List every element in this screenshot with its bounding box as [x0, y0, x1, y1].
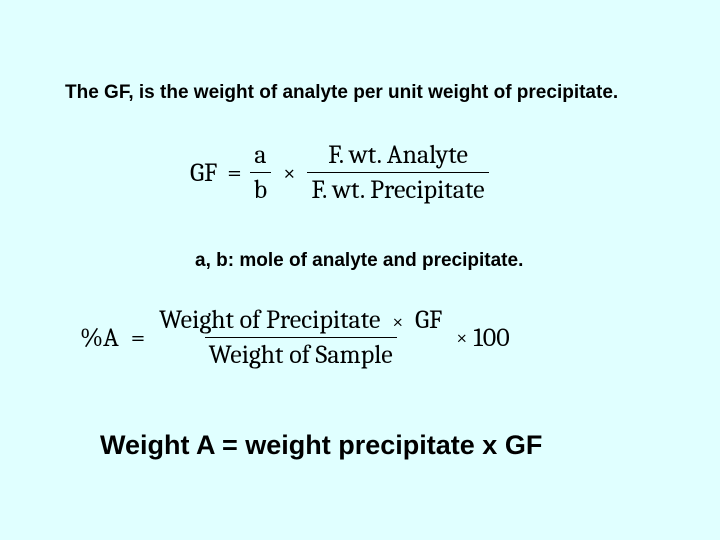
- hundred: 100: [473, 323, 509, 353]
- weight-precipitate-text: Weight of Precipitate: [159, 305, 380, 335]
- gf-text: GF: [415, 305, 442, 335]
- weight-a-statement: Weight A = weight precipitate x GF: [100, 430, 542, 461]
- equals-sign: =: [227, 158, 241, 188]
- times-sign-outer: ×: [456, 326, 467, 349]
- slide: The GF, is the weight of analyte per uni…: [0, 0, 720, 540]
- ab-fraction: a b: [250, 140, 272, 205]
- percent-numerator: Weight of Precipitate × GF: [155, 305, 446, 337]
- percent-a-symbol: %A: [80, 323, 119, 353]
- times-sign-inline: ×: [392, 310, 403, 333]
- fw-analyte: F. wt. Analyte: [324, 140, 472, 172]
- equals-sign-2: =: [131, 323, 145, 353]
- gf-formula: GF = a b × F. wt. Analyte F. wt. Precipi…: [190, 140, 493, 205]
- percent-a-formula: %A = Weight of Precipitate × GF Weight o…: [80, 305, 510, 370]
- numerator-a: a: [250, 140, 270, 172]
- fw-precipitate: F. wt. Precipitate: [307, 172, 488, 205]
- times-sign: ×: [283, 160, 295, 186]
- definition-text: The GF, is the weight of analyte per uni…: [65, 82, 618, 104]
- percent-fraction: Weight of Precipitate × GF Weight of Sam…: [155, 305, 446, 370]
- denominator-b: b: [250, 172, 272, 205]
- weight-sample-text: Weight of Sample: [205, 337, 397, 370]
- fw-fraction: F. wt. Analyte F. wt. Precipitate: [307, 140, 488, 205]
- ab-note: a, b: mole of analyte and precipitate.: [195, 250, 523, 272]
- gf-symbol: GF: [190, 158, 217, 188]
